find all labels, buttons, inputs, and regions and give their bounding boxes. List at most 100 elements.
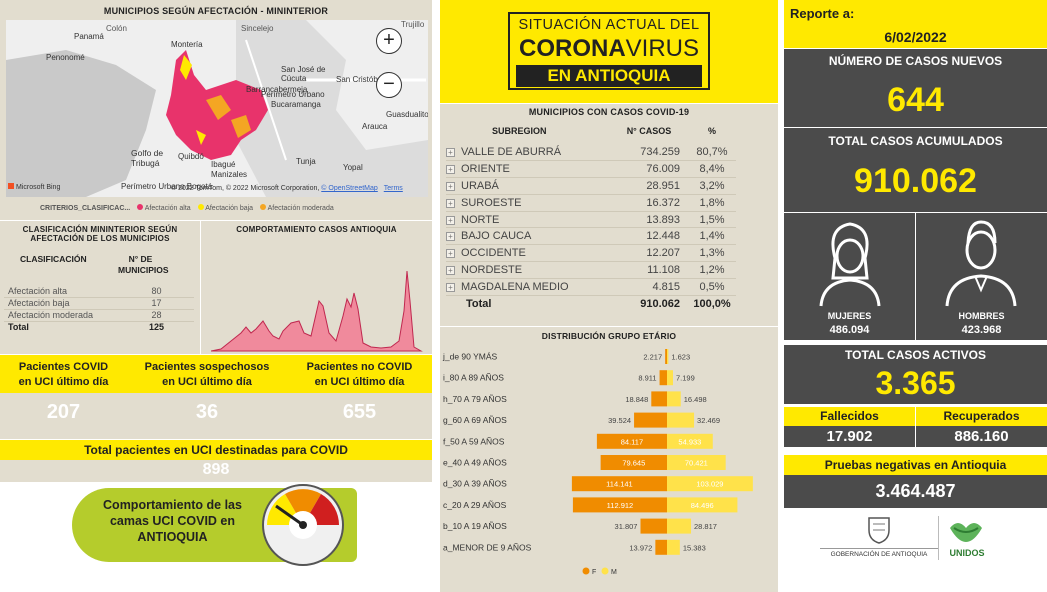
map-place-bogota: Perímetro Urbano Bogotá [121,182,213,191]
active-value: 3.365 [875,365,956,401]
uci-suspected-label: Pacientes sospechosos en UCI último día [144,361,270,388]
male-bar [667,412,695,428]
unidos-text: UNIDOS [949,548,985,558]
col-casos: N° CASOS [626,126,672,136]
zoom-out-button[interactable]: − [376,72,402,98]
camas-uci-label: Comportamiento de las camas UCI COVID en A… [103,498,242,544]
subregion-name: OCCIDENTE [461,247,526,260]
uci-noncovid-label: Pacientes no COVID en UCI último día [306,361,413,388]
banner-frame: SITUACIÓN ACTUAL DEL CORONAVIRUS EN ANTI… [508,12,710,90]
female-value-label: 18.848 [625,395,648,404]
map-place-arauca: Arauca [362,122,388,131]
map-title: MUNICIPIOS SEGÚN AFECTACIÓN - MININTERIO… [103,6,329,16]
map-place-trujillo: Trujillo [401,20,425,29]
legend-label-moderada: Afectación moderada [267,205,334,212]
map-canvas[interactable]: Trujillo Sincelejo Colón Panamá Montería… [6,20,428,197]
male-bar [667,433,713,449]
female-bar [600,455,667,470]
table-row: Afectación baja 17 [4,297,194,310]
terms-link[interactable]: Terms [383,185,403,192]
table-row[interactable]: + URABÁ 28.951 3,2% [446,177,736,195]
male-value-label: 7.199 [676,374,695,383]
expand-icon[interactable]: + [446,165,455,175]
expand-icon[interactable]: + [446,249,455,259]
table-row[interactable]: + NORTE 13.893 1,5% [446,211,736,229]
subregion-cases: 12.207 [618,244,688,263]
male-value-label: 1.623 [671,353,690,362]
subregion-pct: 1,5% [688,211,736,229]
expand-icon[interactable]: + [446,181,455,191]
legend-label-baja: Afectación baja [205,205,254,212]
legend-dot-baja [197,204,204,210]
expand-icon[interactable]: + [446,265,455,275]
table-row[interactable]: + MAGDALENA MEDIO 4.815 0,5% [446,278,736,296]
subregion-cases: 28.951 [618,177,688,195]
deaths-value: 17.902 [784,426,915,447]
zoom-in-button[interactable]: + [376,28,402,54]
man-icon [945,220,1017,307]
table-row[interactable]: + SUROESTE 16.372 1,8% [446,194,736,212]
legend-male-dot [601,567,609,575]
subregion-cases: 4.815 [618,278,688,296]
female-value-label: 8.911 [638,374,656,383]
gobernacion-text: GOBERNACIÓN DE ANTIOQUIA [820,548,938,558]
age-category-label: h_70 A 79 AÑOS [443,394,507,404]
legend-dot-moderada [260,204,267,210]
unidos-logo: UNIDOS [942,512,992,562]
active-box: TOTAL CASOS ACTIVOS 3.365 [784,345,1047,404]
women-value: 486.094 [829,324,870,336]
subregion-pct: 80,7% [688,144,736,162]
subregion-pct: 3,2% [688,177,736,195]
uci-suspected-value: 36 [195,401,219,423]
report-box: Reporte a: 6/02/2022 [784,0,1047,48]
col-subregion: SUBREGION [492,126,547,136]
subregion-pct: 8,4% [688,160,736,179]
uci-section: Pacientes COVID en UCI último día Pacient… [0,355,432,439]
subregion-pct: 1,4% [688,227,736,246]
uci-covid-value: 207 [46,401,81,423]
table-row[interactable]: + BAJO CAUCA 12.448 1,4% [446,227,736,246]
table-row[interactable]: + VALLE DE ABURRÁ 734.259 80,7% [446,144,736,162]
map-place-monteria: Montería [171,40,203,49]
map-place-colon: Colón [106,24,127,33]
map-place-sincelejo: Sincelejo [241,24,274,33]
municipios-table: + VALLE DE ABURRÁ 734.259 80,7% + ORIENTE 76.0… [446,144,736,312]
subregion-cases: 12.448 [618,227,688,246]
expand-icon[interactable]: + [446,198,455,208]
osm-link[interactable]: © OpenStreetMap [321,185,378,192]
expand-icon[interactable]: + [446,282,455,292]
bing-logo: Microsoft Bing [8,183,60,191]
male-bar [667,518,692,534]
recovered-value: 886.160 [916,426,1047,447]
map-place-bucaramanga: Bucaramanga [271,100,321,109]
municipios-panel: MUNICIPIOS CON CASOS COVID-19 SUBREGION … [440,104,778,326]
expand-icon[interactable]: + [446,148,455,158]
municipios-total-row: Total 910.062 100,0% [466,297,731,310]
male-value-label: 70.421 [685,459,708,468]
classification-title: CLASIFICACIÓN MININTERIOR SEGÚN AFECTACIÓ… [22,225,178,243]
map-attribution: © 2022 TomTom, © 2022 Microsoft Corporat… [171,185,403,192]
female-bar [651,391,667,407]
male-value-label: 28.817 [694,522,717,531]
subregion-cases: 11.108 [618,261,688,279]
table-row[interactable]: + NORDESTE 11.108 1,2% [446,261,736,279]
banner-line3: EN ANTIOQUIA [516,65,702,87]
subregion-name: MAGDALENA MEDIO [461,280,569,293]
banner: SITUACIÓN ACTUAL DEL CORONAVIRUS EN ANTI… [440,0,778,103]
female-value-label: 114.141 [606,480,633,489]
female-bar [634,412,667,428]
table-row[interactable]: + ORIENTE 76.009 8,4% [446,160,736,179]
map-legend: CRITERIOS_CLASIFICAC... Afectación alta … [40,204,334,212]
banner-line1: SITUACIÓN ACTUAL DEL [518,17,700,33]
table-row: Afectación moderada 28 [4,309,194,322]
expand-icon[interactable]: + [446,215,455,225]
coat-of-arms-icon [868,517,890,544]
unidos-icon [950,523,982,542]
expand-icon[interactable]: + [446,232,455,242]
behavior-area-chart [211,270,423,352]
table-row[interactable]: + OCCIDENTE 12.207 1,3% [446,244,736,263]
camas-uci-button[interactable]: Comportamiento de las camas UCI COVID en A… [72,484,357,566]
map-place-quibdo: Quibdó [178,152,204,161]
legend-male-label: M [611,569,617,576]
age-category-label: e_40 A 49 AÑOS [443,458,507,468]
